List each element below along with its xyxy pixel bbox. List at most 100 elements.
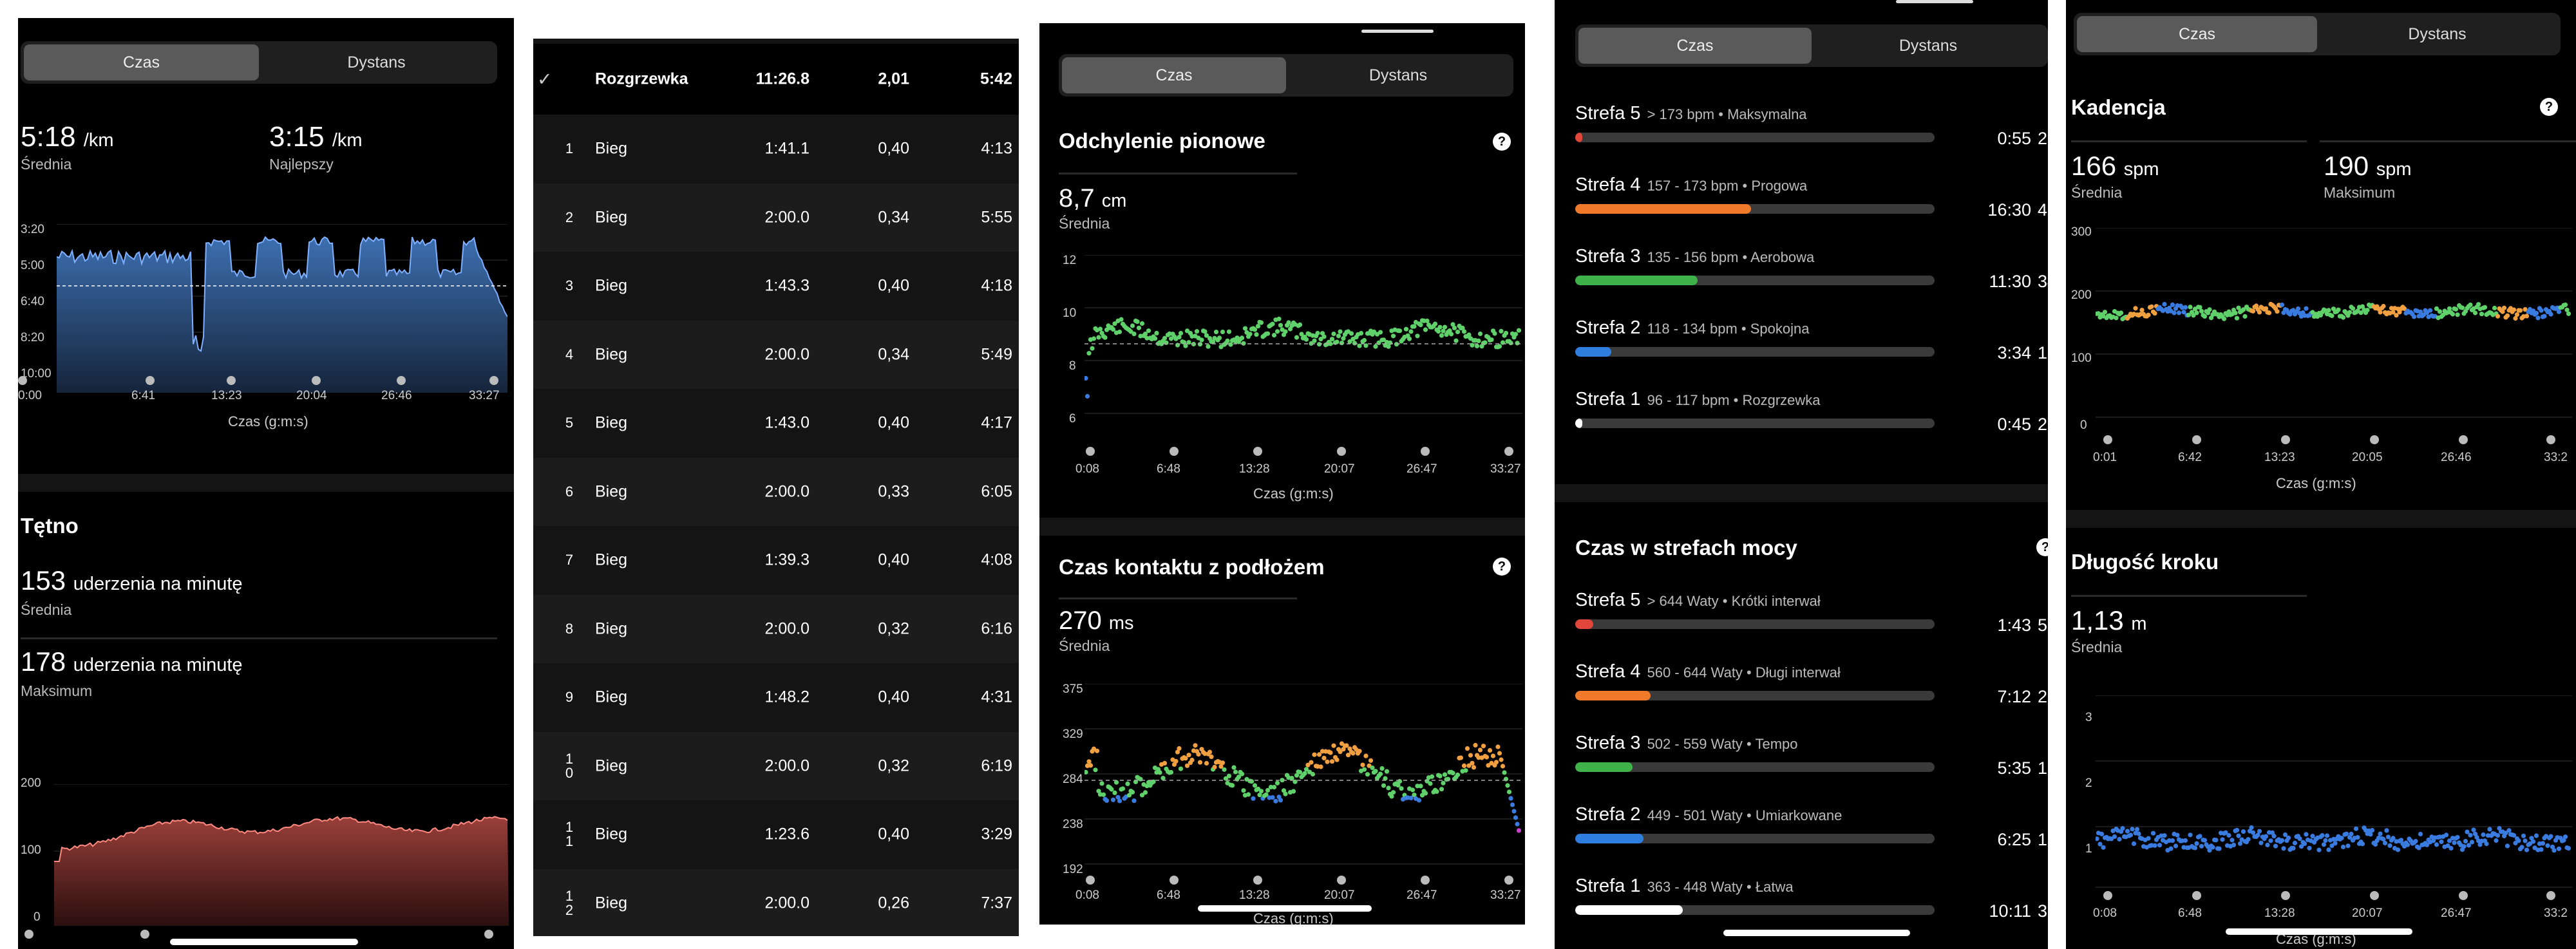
data-point: [1312, 752, 1317, 757]
help-icon[interactable]: ?: [1493, 133, 1511, 151]
lap-row[interactable]: 2 Bieg 2:00.0 0,34 5:55: [533, 183, 1019, 252]
home-indicator[interactable]: [1723, 930, 1910, 936]
lap-row[interactable]: 1 1 Bieg 1:23.6 0,40 3:29: [533, 800, 1019, 869]
data-point: [2304, 306, 2309, 311]
data-point: [1450, 322, 1455, 327]
data-point: [2302, 841, 2307, 846]
data-point: [1489, 337, 1494, 343]
data-point: [2476, 302, 2481, 307]
data-point: [1415, 784, 1420, 789]
lap-row[interactable]: 5 Bieg 1:43.0 0,40 4:17: [533, 389, 1019, 457]
data-point: [2448, 845, 2454, 851]
tab-time[interactable]: Czas: [1578, 28, 1812, 64]
data-point: [2443, 832, 2449, 838]
data-point: [2136, 831, 2141, 836]
data-point: [1239, 335, 1245, 341]
warmup-row[interactable]: ✓ Rozgrzewka 11:26.8 2,01 5:42: [533, 44, 1019, 115]
data-point: [1421, 318, 1426, 323]
tab-time[interactable]: Czas: [24, 44, 259, 80]
zone-range: > 173 bpm • Maksymalna: [1647, 106, 1807, 122]
help-icon[interactable]: ?: [2540, 98, 2558, 116]
zone-name: Strefa 2: [1575, 317, 1641, 338]
help-icon[interactable]: ?: [2036, 538, 2048, 556]
lap-row[interactable]: 6 Bieg 2:00.0 0,33 6:05: [533, 457, 1019, 526]
data-point: [1094, 748, 1100, 753]
lap-distance: 0,40: [878, 825, 909, 843]
zone-range: 157 - 173 bpm • Progowa: [1647, 178, 1808, 194]
tab-time[interactable]: Czas: [1062, 57, 1286, 93]
lap-row[interactable]: 1 0 Bieg 2:00.0 0,32 6:19: [533, 731, 1019, 800]
data-point: [2552, 848, 2557, 853]
data-point: [2369, 828, 2375, 833]
data-point: [2562, 834, 2568, 840]
data-point: [1291, 789, 1296, 794]
time-distance-toggle[interactable]: Czas Dystans: [1575, 24, 2048, 67]
section-divider: [2066, 510, 2576, 528]
x-scrub-dot: [312, 376, 321, 385]
scroll-indicator: [1896, 0, 1973, 3]
data-point: [1441, 328, 1446, 334]
lap-row[interactable]: 3 Bieg 1:43.3 0,40 4:18: [533, 252, 1019, 320]
data-point: [2162, 833, 2167, 838]
zone-row: Strefa 3 135 - 156 bpm • Aerobowa 11:30 34%: [1575, 237, 2048, 308]
data-point: [1218, 344, 1224, 350]
data-point: [1325, 759, 1330, 764]
lap-row[interactable]: 1 Bieg 1:41.1 0,40 4:13: [533, 115, 1019, 183]
help-icon[interactable]: ?: [1493, 558, 1511, 576]
data-point: [1481, 744, 1486, 749]
data-point: [2548, 834, 2553, 839]
data-point: [2128, 832, 2134, 838]
data-point: [2217, 846, 2222, 851]
lap-row[interactable]: 8 Bieg 2:00.0 0,32 6:16: [533, 594, 1019, 663]
tab-distance[interactable]: Dystans: [1899, 36, 1958, 55]
home-indicator[interactable]: [1198, 905, 1372, 912]
data-point: [2381, 304, 2386, 309]
y-tick: 10:00: [21, 367, 52, 381]
data-point: [1408, 329, 1414, 334]
data-point: [1341, 336, 1346, 341]
data-point: [2424, 842, 2430, 847]
tab-distance[interactable]: Dystans: [347, 53, 406, 71]
lap-distance: 0,40: [878, 413, 909, 432]
data-point: [2112, 834, 2117, 840]
lap-row[interactable]: 7 Bieg 1:39.3 0,40 4:08: [533, 526, 1019, 594]
time-distance-toggle[interactable]: Czas Dystans: [1059, 54, 1513, 97]
data-point: [2353, 826, 2359, 831]
data-point: [2253, 303, 2259, 308]
time-distance-toggle[interactable]: Czas Dystans: [21, 41, 497, 84]
data-point: [2175, 832, 2180, 838]
tab-distance[interactable]: Dystans: [2408, 24, 2467, 43]
section-divider: [1555, 484, 2048, 502]
x-axis-title: Czas (g:m:s): [2276, 475, 2356, 491]
data-point: [2434, 842, 2439, 847]
tab-time[interactable]: Czas: [2077, 16, 2317, 52]
lap-row[interactable]: 9 Bieg 1:48.2 0,40 4:31: [533, 663, 1019, 731]
data-point: [1338, 329, 1343, 334]
home-indicator[interactable]: [2226, 928, 2412, 935]
time-distance-toggle[interactable]: Czas Dystans: [2074, 13, 2561, 55]
data-point: [2542, 314, 2547, 319]
data-point: [1130, 323, 1135, 328]
data-point: [1363, 343, 1368, 348]
data-point: [2447, 838, 2452, 843]
data-point: [1276, 316, 1282, 321]
lap-row[interactable]: 4 Bieg 2:00.0 0,34 5:49: [533, 320, 1019, 389]
data-point: [1477, 747, 1483, 753]
zone-name: Strefa 4: [1575, 661, 1641, 682]
tab-distance[interactable]: Dystans: [1368, 66, 1428, 84]
data-point: [1378, 330, 1383, 335]
data-point: [1455, 772, 1461, 778]
pace-average: 5:18 /km: [21, 121, 114, 153]
lap-row[interactable]: 1 2 Bieg 2:00.0 0,26 7:37: [533, 869, 1019, 936]
x-tick: 6:42: [2178, 451, 2202, 464]
data-point: [1493, 760, 1499, 765]
zone-range: 363 - 448 Waty • Łatwa: [1647, 879, 1794, 895]
home-indicator[interactable]: [170, 939, 358, 945]
data-point: [2350, 306, 2356, 311]
x-scrub-dot: [1504, 447, 1513, 456]
heart-rate-area-plot: [54, 784, 509, 926]
data-point: [1274, 329, 1280, 334]
data-point: [1429, 774, 1435, 779]
data-point: [1379, 766, 1385, 771]
lap-number: 1: [565, 140, 574, 156]
